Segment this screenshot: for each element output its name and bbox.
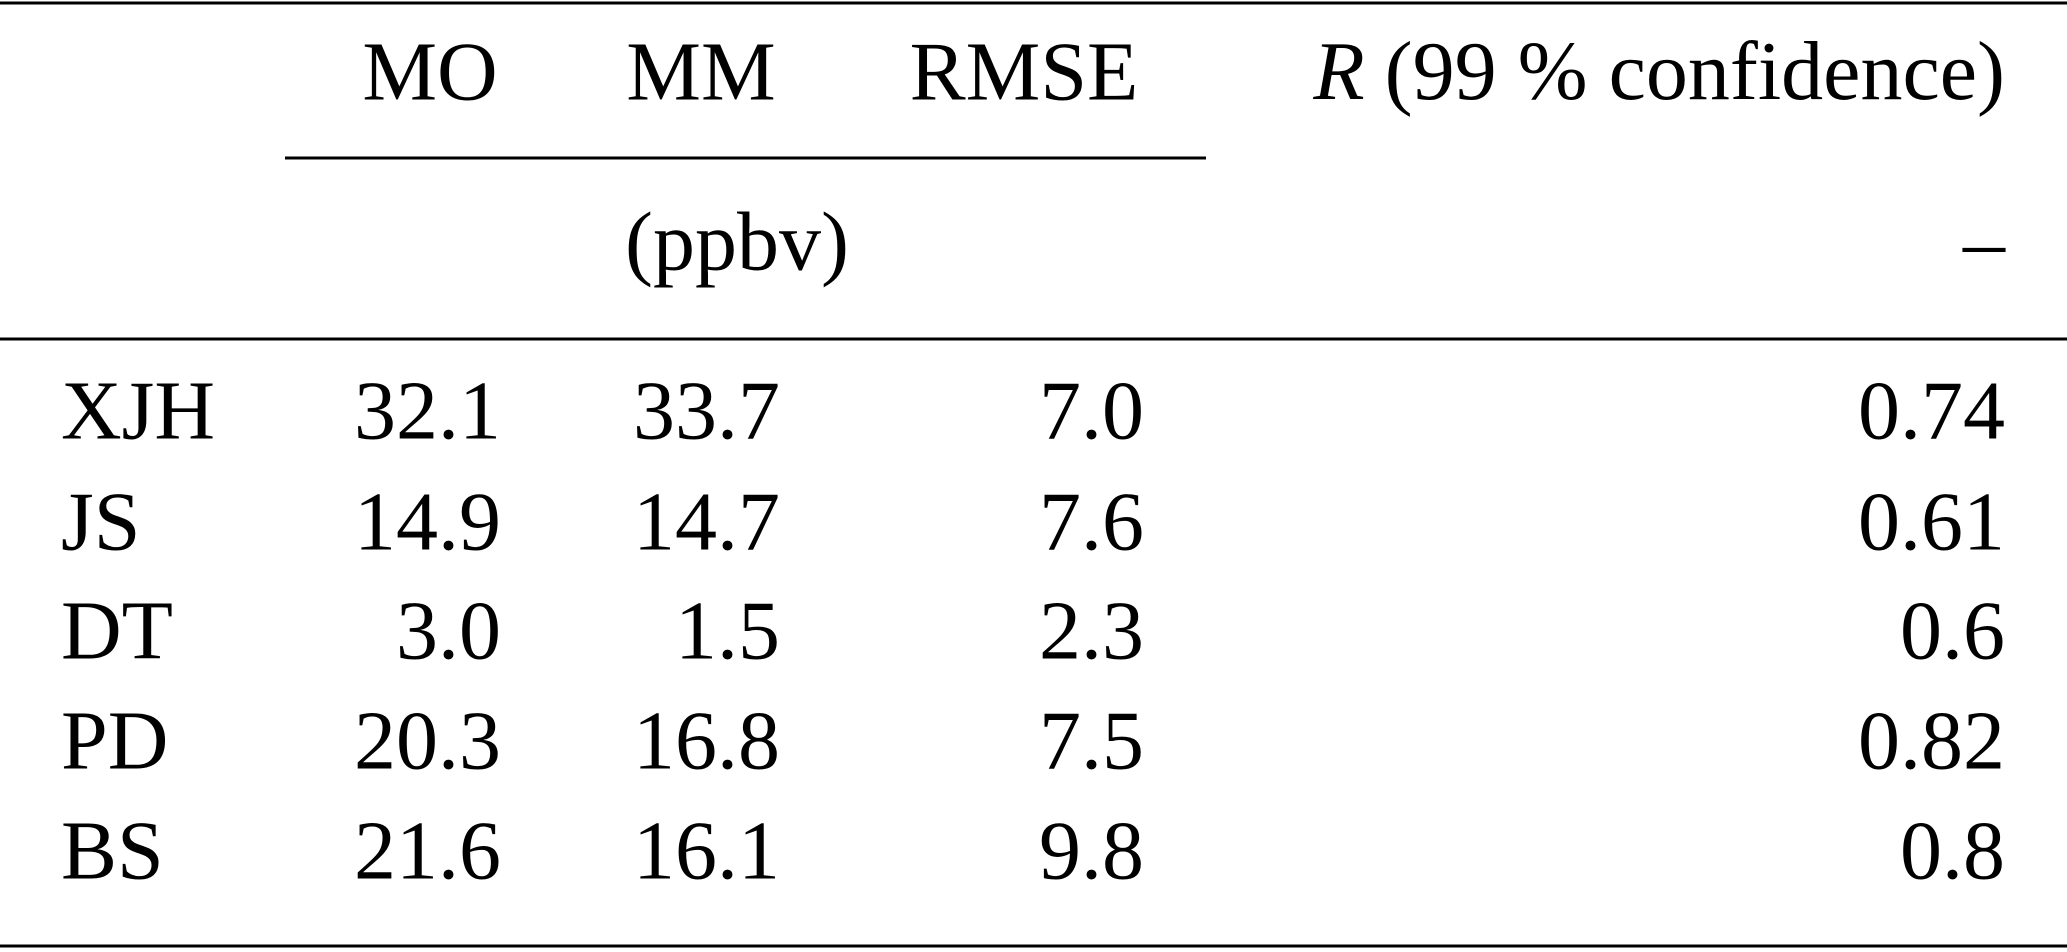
station: JS [61, 475, 140, 568]
mo-cell: 14.9 [354, 475, 501, 568]
station: PD [61, 694, 168, 787]
station: BS [61, 804, 164, 897]
station: DT [61, 584, 173, 677]
header-r: R (99 % confidence) [1312, 25, 2005, 118]
r-symbol: R [1312, 25, 1364, 118]
station: XJH [61, 364, 215, 457]
rmse-cell: 2.3 [1039, 584, 1144, 677]
body: XJH 32.1 33.7 7.0 0.74 JS 14.9 14.7 7.6 0.61 DT 3.0… [61, 364, 2005, 897]
r-cell: 0.82 [1858, 694, 2005, 787]
mo-cell: 32.1 [354, 364, 501, 457]
mm-cell: 16.1 [633, 804, 780, 897]
rmse-cell: 7.0 [1039, 364, 1144, 457]
mo-cell: 21.6 [354, 804, 501, 897]
units-r: – [1962, 195, 2006, 288]
rmse-cell: 7.5 [1039, 694, 1144, 787]
mm-cell: 33.7 [633, 364, 780, 457]
r-cell: 0.74 [1858, 364, 2005, 457]
header-mm: MM [626, 25, 775, 118]
r-cell: 0.6 [1900, 584, 2005, 677]
rmse-cell: 9.8 [1039, 804, 1144, 897]
header-mo: MO [362, 25, 497, 118]
rmse-cell: 7.6 [1039, 475, 1144, 568]
r-cell: 0.61 [1858, 475, 2005, 568]
mm-cell: 1.5 [675, 584, 780, 677]
header-rmse: RMSE [910, 25, 1139, 118]
units-group: (ppbv) [625, 195, 849, 288]
r-text: (99 % confidence) [1385, 25, 2005, 118]
mo-cell: 20.3 [354, 694, 501, 787]
r-cell: 0.8 [1900, 804, 2005, 897]
mm-cell: 16.8 [633, 694, 780, 787]
mo-cell: 3.0 [396, 584, 501, 677]
mm-cell: 14.7 [633, 475, 780, 568]
